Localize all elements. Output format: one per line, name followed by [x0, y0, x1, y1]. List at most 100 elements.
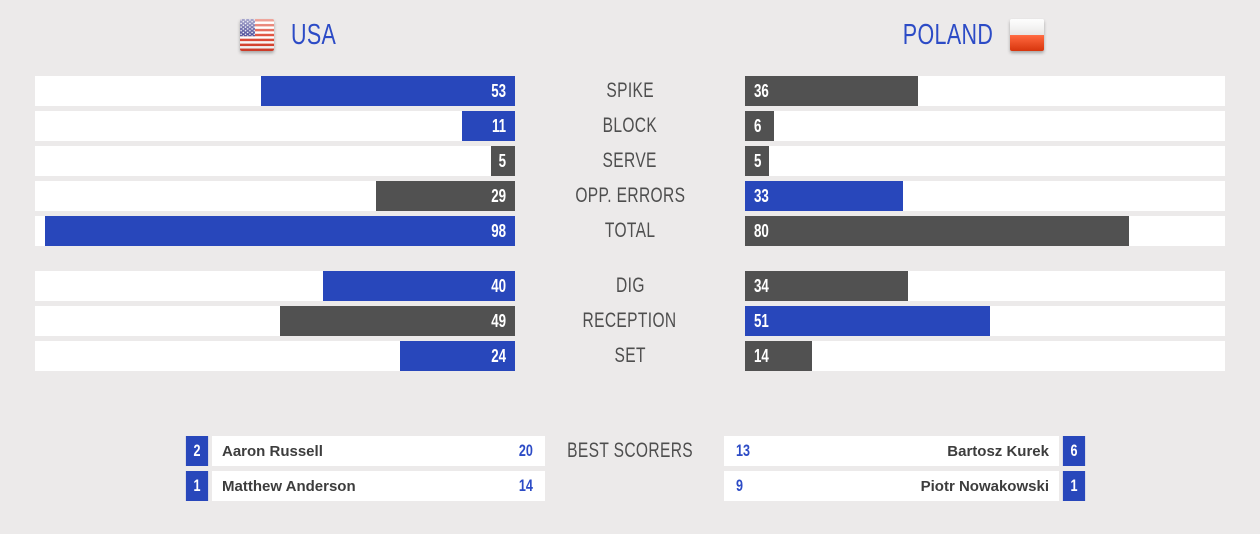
usa-bar-value: 24 [491, 345, 506, 366]
stat-label-cell: SET [515, 341, 745, 371]
stat-row: 5 SERVE 5 [35, 146, 1225, 176]
jersey-number-badge: 1 [185, 471, 209, 501]
poland-bar-value: 6 [754, 115, 762, 136]
usa-bar: 49 [279, 306, 515, 336]
usa-bar-value: 11 [491, 115, 506, 136]
usa-bar: 24 [399, 341, 515, 371]
usa-bar-track: 40 [35, 271, 515, 301]
stat-row: 11 BLOCK 6 [35, 111, 1225, 141]
stat-label: OPP. ERRORS [574, 184, 686, 207]
poland-flag-icon [1010, 19, 1044, 51]
scorer-strip: Matthew Anderson 14 [212, 471, 545, 501]
poland-bar-value: 36 [754, 80, 769, 101]
stat-label: SET [614, 344, 646, 367]
poland-bar-value: 51 [754, 310, 769, 331]
stat-label-cell: DIG [515, 271, 745, 301]
poland-bar: 34 [745, 271, 909, 301]
usa-bar-track: 11 [35, 111, 515, 141]
stat-label: TOTAL [604, 219, 656, 242]
usa-bar-track: 53 [35, 76, 515, 106]
usa-bar-value: 40 [491, 275, 506, 296]
usa-bar-value: 98 [491, 220, 506, 241]
poland-bar-track: 33 [745, 181, 1225, 211]
poland-bar-value: 80 [754, 220, 769, 241]
best-scorers-heading: BEST SCORERS [567, 439, 693, 462]
stat-label: DIG [615, 274, 645, 297]
scorer-row: 1 Matthew Anderson 14 [182, 471, 545, 501]
usa-bar: 98 [44, 216, 515, 246]
stat-label: SERVE [602, 149, 658, 172]
scorer-name: Piotr Nowakowski [920, 477, 1049, 495]
scorer-row: 9 Piotr Nowakowski 1 [724, 471, 1089, 501]
stat-label: SPIKE [606, 79, 654, 102]
poland-bar: 33 [745, 181, 904, 211]
poland-bar-value: 14 [754, 345, 769, 366]
usa-bar: 29 [375, 181, 515, 211]
poland-bar-value: 33 [754, 185, 769, 206]
scorer-points: 14 [518, 476, 533, 495]
scorer-name: Bartosz Kurek [947, 442, 1049, 460]
jersey-number-badge: 6 [1062, 436, 1086, 466]
usa-bar: 40 [323, 271, 515, 301]
jersey-number-badge: 2 [185, 436, 209, 466]
stat-row: 53 SPIKE 36 [35, 76, 1225, 106]
poland-bar-track: 14 [745, 341, 1225, 371]
stat-row: 24 SET 14 [35, 341, 1225, 371]
poland-bar: 5 [745, 146, 769, 176]
poland-bar-track: 80 [745, 216, 1225, 246]
scorer-name: Matthew Anderson [222, 477, 356, 495]
stats-comparison-chart: 53 SPIKE 36 11 BLOCK [35, 76, 1225, 376]
flag-gloss [1010, 19, 1044, 51]
stat-label-cell: TOTAL [515, 216, 745, 246]
scorer-row: 2 Aaron Russell 20 [182, 436, 545, 466]
poland-bar-track: 6 [745, 111, 1225, 141]
usa-bar-track: 5 [35, 146, 515, 176]
scorer-points: 13 [736, 441, 751, 460]
best-scorers-usa-list: 2 Aaron Russell 20 1 Matthew Anderson 14 [182, 436, 545, 506]
scorer-row: 13 Bartosz Kurek 6 [724, 436, 1089, 466]
scorer-points: 20 [518, 441, 533, 460]
usa-bar-track: 24 [35, 341, 515, 371]
stat-row: 98 TOTAL 80 [35, 216, 1225, 246]
poland-bar-value: 34 [754, 275, 769, 296]
poland-bar: 6 [745, 111, 774, 141]
flag-gloss [240, 19, 274, 51]
usa-bar-value: 29 [491, 185, 506, 206]
best-scorers-poland-list: 13 Bartosz Kurek 6 9 Piotr Nowakowski 1 [724, 436, 1089, 506]
usa-bar-value: 53 [491, 80, 506, 101]
stat-label-cell: BLOCK [515, 111, 745, 141]
stat-row: 40 DIG 34 [35, 271, 1225, 301]
poland-bar-track: 34 [745, 271, 1225, 301]
poland-bar-value: 5 [754, 150, 762, 171]
poland-bar-track: 5 [745, 146, 1225, 176]
poland-bar: 36 [745, 76, 918, 106]
poland-bar-track: 51 [745, 306, 1225, 336]
usa-bar-track: 98 [35, 216, 515, 246]
stat-label-cell: RECEPTION [515, 306, 745, 336]
team-poland-header: POLAND [871, 19, 1044, 51]
scorer-strip: 13 Bartosz Kurek [724, 436, 1059, 466]
poland-bar: 51 [745, 306, 990, 336]
stat-label-cell: OPP. ERRORS [515, 181, 745, 211]
stat-row: 49 RECEPTION 51 [35, 306, 1225, 336]
poland-bar-track: 36 [745, 76, 1225, 106]
team-poland-name: POLAND [902, 19, 993, 51]
usa-bar-track: 29 [35, 181, 515, 211]
usa-bar: 5 [491, 146, 515, 176]
usa-bar-value: 49 [491, 310, 506, 331]
stat-label-cell: SPIKE [515, 76, 745, 106]
stat-label: RECEPTION [582, 309, 677, 332]
scorer-strip: 9 Piotr Nowakowski [724, 471, 1059, 501]
jersey-number-badge: 1 [1062, 471, 1086, 501]
usa-bar: 53 [260, 76, 515, 106]
usa-bar-value: 5 [498, 150, 506, 171]
usa-bar-track: 49 [35, 306, 515, 336]
poland-bar: 14 [745, 341, 813, 371]
stat-label: BLOCK [602, 114, 658, 137]
scorer-points: 9 [736, 476, 744, 495]
usa-bar: 11 [462, 111, 515, 141]
stat-label-cell: SERVE [515, 146, 745, 176]
scorer-name: Aaron Russell [222, 442, 323, 460]
poland-bar: 80 [745, 216, 1129, 246]
